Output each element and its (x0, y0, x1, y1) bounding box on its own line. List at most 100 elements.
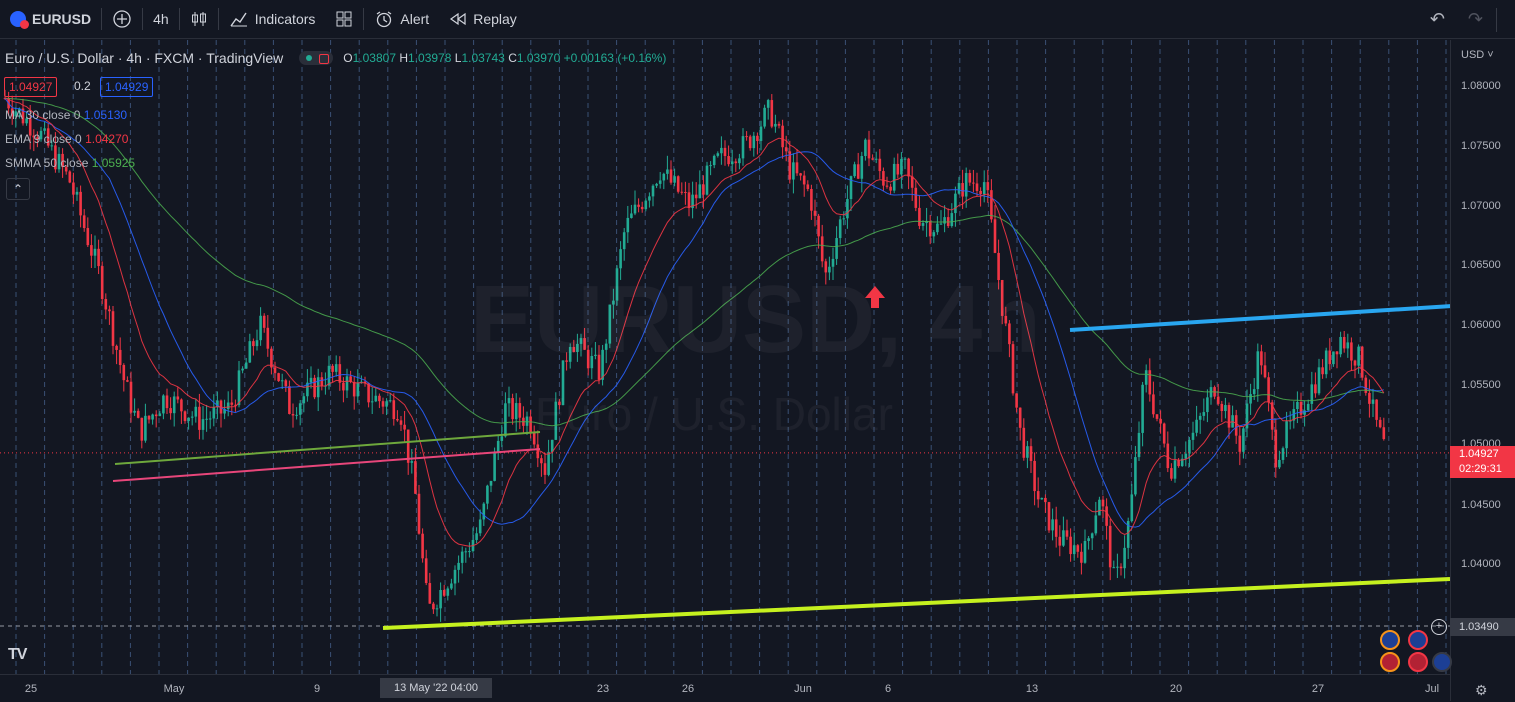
candle-body (399, 420, 403, 425)
candle-body (864, 139, 867, 157)
candle-body (428, 583, 432, 604)
candle-body (1130, 494, 1134, 522)
candle-body (1170, 468, 1173, 479)
replay-button[interactable]: Replay (439, 0, 527, 38)
indicator-ema9[interactable]: EMA 9 close 0 1.04270 (5, 132, 128, 146)
low-label: L (454, 51, 462, 65)
templates-icon (336, 11, 352, 27)
candle-body (270, 348, 273, 368)
chart-pane[interactable] (0, 40, 1453, 674)
candle-body (1051, 519, 1054, 531)
candle-body (93, 248, 97, 256)
candle-body (104, 298, 108, 310)
candle-body (828, 266, 831, 273)
alert-label: Alert (400, 11, 430, 27)
candle-body (1260, 351, 1263, 366)
candle-body (572, 346, 576, 352)
symbol-search[interactable]: EURUSD (0, 0, 101, 38)
candle-body (1310, 384, 1314, 404)
candle-body (1137, 432, 1141, 458)
candle-body (291, 413, 295, 416)
price-chart[interactable] (0, 40, 1453, 674)
visibility-toggle[interactable] (299, 51, 334, 65)
eu-event-icon[interactable] (1380, 630, 1400, 650)
candle-body (421, 533, 424, 559)
indicator-smma50[interactable]: SMMA 50 close 1.05925 (5, 156, 135, 170)
chart-type-button[interactable] (180, 0, 218, 38)
currency-selector[interactable]: USD ˅ (1461, 49, 1494, 61)
smma50-line (4, 97, 1384, 427)
price-axis[interactable]: USD ˅ 1.08000 1.07500 1.07000 1.06500 1.… (1450, 40, 1515, 701)
candle-body (1029, 446, 1033, 461)
indicator-ma30[interactable]: MA 30 close 0 1.05130 (5, 108, 127, 122)
eu-event-icon[interactable] (1408, 630, 1428, 650)
candle-body (820, 236, 824, 262)
candle-body (500, 436, 504, 441)
candle-body (496, 440, 500, 453)
sell-price-box[interactable]: 1.04927 (4, 77, 58, 97)
candle-body (622, 232, 626, 250)
candle-body (651, 185, 655, 197)
us-event-icon[interactable] (1380, 652, 1400, 672)
candle-body (378, 395, 381, 402)
candle-body (709, 165, 712, 167)
redo-button[interactable]: ↷ (1468, 0, 1483, 38)
candle-body (1364, 377, 1368, 393)
candle-body (259, 315, 262, 341)
candle-body (770, 100, 774, 127)
alert-button[interactable]: Alert (364, 0, 439, 38)
undo-button[interactable]: ↶ (1430, 0, 1445, 38)
candle-body (529, 416, 532, 433)
candle-body (680, 191, 684, 193)
candle-body (1249, 394, 1252, 404)
candle-body (644, 200, 648, 210)
candle-body (1000, 280, 1004, 316)
candle-body (550, 439, 554, 452)
eu-event-icon[interactable] (1432, 652, 1452, 672)
candle-body (180, 399, 183, 412)
candle-body (381, 401, 385, 407)
candle-body (774, 123, 777, 127)
candle-body (14, 111, 18, 117)
candle-body (547, 451, 550, 475)
series-legend[interactable]: Euro / U.S. Dollar · 4h · FXCM · Trading… (5, 50, 666, 66)
candle-body (1112, 567, 1116, 569)
candle-body (1152, 394, 1155, 415)
candle-body (1148, 370, 1152, 395)
candle-body (169, 408, 172, 414)
candle-body (126, 380, 129, 382)
settings-gear-icon[interactable]: ⚙ (1475, 682, 1488, 698)
time-tick: 26 (681, 683, 695, 695)
buy-price-box[interactable]: 1.04929 (100, 77, 154, 97)
divider (217, 8, 219, 30)
collapse-legend-button[interactable]: ⌃ (6, 178, 30, 200)
compare-symbol-button[interactable] (102, 0, 142, 38)
candle-body (802, 175, 806, 185)
add-plus-icon[interactable]: + (1431, 619, 1447, 635)
candle-body (532, 432, 536, 445)
candle-body (1270, 402, 1274, 430)
tradingview-logo[interactable]: TV (8, 646, 27, 663)
candle-body (939, 223, 943, 225)
candle-body (1022, 427, 1026, 458)
interval-button[interactable]: 4h (143, 0, 179, 38)
candle-body (158, 413, 162, 417)
templates-button[interactable] (325, 0, 363, 38)
candle-body (151, 414, 154, 420)
watermark-description: Euro / U.S. Dollar (535, 387, 893, 441)
candle-body (658, 180, 662, 184)
candle-body (1375, 399, 1378, 420)
us-event-icon[interactable] (1408, 652, 1428, 672)
candle-body (846, 199, 849, 219)
indicators-button[interactable]: Indicators (219, 0, 326, 38)
candle-body (601, 349, 604, 380)
time-axis[interactable]: 25 May 9 23 26 Jun 6 13 20 27 Jul (0, 674, 1450, 702)
legend-title: Euro / U.S. Dollar · 4h · FXCM · Trading… (5, 50, 284, 66)
rewind-icon (450, 12, 466, 26)
candle-body (673, 176, 676, 183)
candle-body (925, 220, 928, 224)
candle-body (716, 153, 720, 156)
high-value: 1.03978 (408, 51, 452, 65)
candle-body (626, 217, 630, 233)
candle-body (763, 107, 766, 127)
